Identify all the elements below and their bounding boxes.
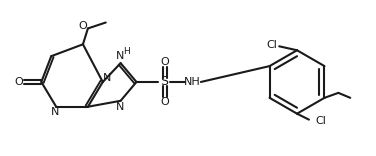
Text: S: S [160, 76, 168, 88]
Text: H: H [123, 47, 130, 56]
Text: O: O [14, 77, 23, 87]
Text: Cl: Cl [316, 116, 327, 126]
Text: O: O [79, 22, 87, 32]
Text: N: N [103, 73, 111, 83]
Text: O: O [161, 57, 170, 67]
Text: O: O [161, 97, 170, 107]
Text: Cl: Cl [267, 40, 278, 50]
Text: N: N [51, 107, 59, 117]
Text: N: N [115, 102, 124, 112]
Text: N: N [115, 51, 124, 61]
Text: NH: NH [183, 77, 200, 87]
